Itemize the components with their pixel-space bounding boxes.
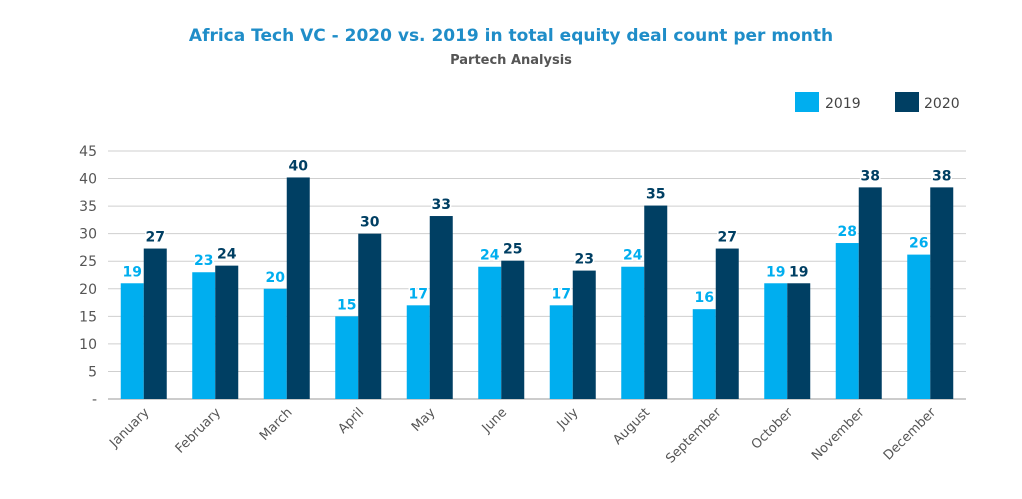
bar-2020 (429, 216, 453, 399)
chart-subtitle: Partech Analysis (450, 53, 572, 68)
data-label-2019: 19 (123, 264, 142, 280)
bar-2020 (858, 187, 882, 399)
bar-2020 (215, 265, 239, 399)
gridlines (108, 150, 966, 400)
data-label-2019: 24 (623, 248, 643, 264)
data-label-2020: 25 (503, 242, 522, 258)
x-tick-label: December (881, 405, 940, 464)
data-label-2020: 24 (217, 247, 237, 263)
x-tick-label: May (409, 405, 439, 435)
bar-2020 (930, 187, 954, 399)
data-label-2020: 27 (718, 230, 737, 246)
data-label-2019: 28 (838, 224, 857, 240)
data-label-2019: 20 (266, 270, 286, 286)
data-label-2019: 17 (409, 286, 428, 302)
y-tick-label: 10 (79, 337, 97, 353)
y-tick-label: - (92, 392, 97, 408)
x-tick-label: October (749, 405, 797, 453)
x-tick-label: April (335, 405, 367, 437)
legend-swatch (795, 92, 819, 112)
data-label-2020: 38 (861, 168, 880, 184)
y-tick-label: 5 (88, 364, 97, 380)
y-tick-label: 15 (79, 309, 97, 325)
legend: 2019 2020 (795, 92, 960, 112)
x-tick-label: November (809, 405, 868, 464)
data-label-2020: 23 (575, 252, 594, 268)
x-tick-label: August (610, 405, 653, 448)
bar-2019 (692, 309, 716, 399)
chart-title: Africa Tech VC - 2020 vs. 2019 in total … (188, 26, 834, 46)
bar-2019 (263, 288, 287, 399)
y-tick-label: 25 (79, 254, 97, 270)
legend-label: 2019 (825, 96, 861, 112)
bar-2020 (286, 177, 310, 399)
bar-2019 (907, 254, 931, 399)
bar-2020 (715, 248, 739, 399)
data-label-2020: 19 (789, 264, 808, 280)
bar-2019 (549, 305, 573, 399)
x-tick-label: March (257, 405, 296, 444)
bar-2019 (406, 305, 430, 399)
y-tick-label: 40 (79, 172, 97, 188)
data-label-2019: 17 (552, 286, 571, 302)
x-tick-label: September (663, 405, 725, 467)
bar-2020 (644, 205, 668, 399)
y-tick-label: 20 (79, 282, 97, 298)
bar-2019 (478, 266, 502, 399)
x-axis: January February March April May June July Augu… (106, 405, 939, 467)
x-tick-label: February (173, 405, 225, 457)
legend-label: 2020 (924, 96, 960, 112)
bar-2019 (764, 283, 788, 399)
legend-item-2019: 2019 (795, 92, 861, 112)
y-tick-label: 35 (79, 199, 97, 215)
data-label-2019: 23 (194, 253, 213, 269)
bar-2020 (787, 283, 811, 399)
bar-2019 (120, 283, 144, 399)
bar-2019 (192, 272, 216, 399)
bar-2019 (335, 316, 359, 399)
legend-item-2020: 2020 (895, 92, 960, 112)
data-label-2020: 33 (432, 197, 451, 213)
y-tick-label: 30 (79, 227, 97, 243)
bar-2020 (358, 233, 382, 399)
y-tick-label: 45 (79, 144, 97, 160)
x-tick-label: January (106, 405, 152, 451)
bar-2019 (621, 266, 645, 399)
data-label-2019: 19 (766, 264, 785, 280)
data-label-2020: 38 (932, 168, 951, 184)
bar-2019 (835, 243, 859, 399)
data-label-2019: 26 (909, 236, 928, 252)
data-label-2020: 35 (646, 187, 665, 203)
x-tick-label: June (479, 405, 510, 436)
bars (120, 177, 954, 399)
bar-2020 (501, 260, 525, 399)
data-label-2020: 40 (289, 158, 309, 174)
data-label-2020: 27 (146, 230, 165, 246)
bar-2020 (143, 248, 167, 399)
data-label-2020: 30 (360, 215, 380, 231)
bar-2020 (572, 270, 596, 399)
data-label-2019: 24 (480, 248, 500, 264)
x-tick-label: July (554, 405, 582, 433)
data-label-2019: 16 (695, 290, 714, 306)
legend-swatch (895, 92, 919, 112)
data-label-2019: 15 (337, 297, 356, 313)
y-axis: - 5 10 15 20 25 30 35 40 45 (79, 144, 97, 408)
